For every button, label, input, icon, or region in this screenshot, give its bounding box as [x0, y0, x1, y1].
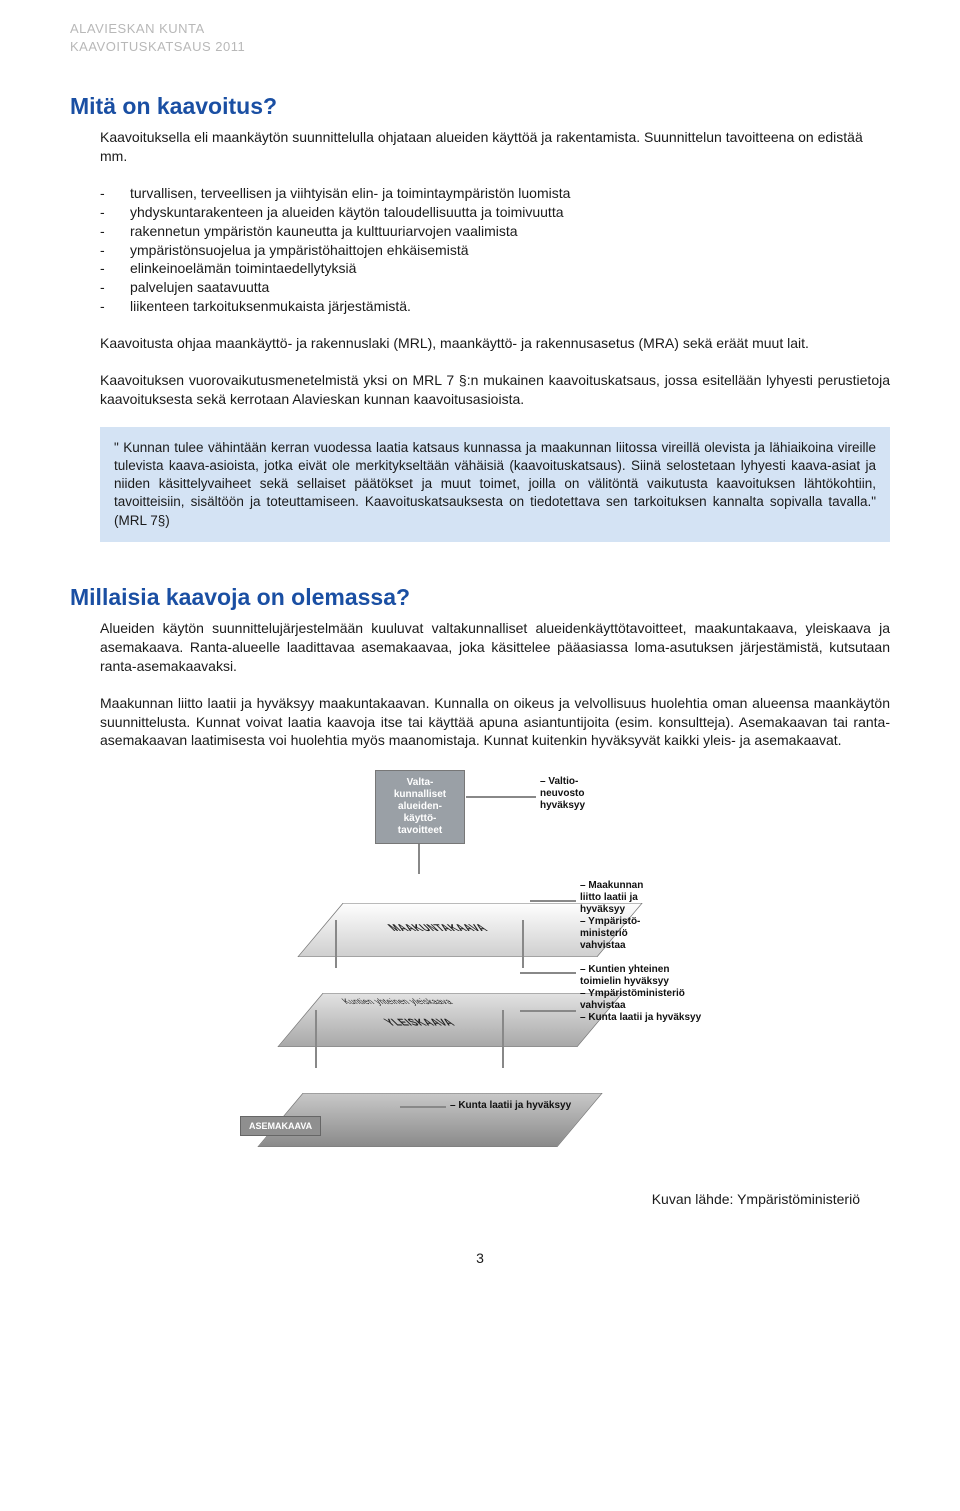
bullet-item: ympäristönsuojelua ja ympäristöhaittojen… [100, 241, 890, 260]
diagram-topbox: Valta-kunnallisetalueiden-käyttö-tavoitt… [375, 770, 465, 844]
bullet-item: rakennetun ympäristön kauneutta ja kultt… [100, 222, 890, 241]
mrl-quote-box: " Kunnan tulee vähintään kerran vuodessa… [100, 427, 890, 542]
diagram-note-top: – Valtio-neuvostohyväksyy [540, 776, 720, 812]
section2-title: Millaisia kaavoja on olemassa? [70, 582, 890, 613]
diagram-note-layer3: – Kunta laatii ja hyväksyy [450, 1100, 670, 1112]
section1-title: Mitä on kaavoitus? [70, 91, 890, 122]
header-sub: KAAVOITUSKATSAUS 2011 [70, 38, 890, 56]
bullet-item: turvallisen, terveellisen ja viihtyisän … [100, 184, 890, 203]
connector [315, 1010, 317, 1068]
diagram-caption: Kuvan lähde: Ympäristöministeriö [70, 1190, 860, 1209]
connector [530, 900, 576, 902]
connector [520, 972, 576, 974]
connector [466, 796, 536, 798]
bullet-item: palvelujen saatavuutta [100, 278, 890, 297]
section1-p2: Kaavoituksen vuorovaikutusmenetelmistä y… [100, 371, 890, 409]
connector [522, 920, 524, 968]
bullet-item: elinkeinoelämän toimintaedellytyksiä [100, 259, 890, 278]
header-org: ALAVIESKAN KUNTA [70, 20, 890, 38]
bullet-item: liikenteen tarkoituksenmukaista järjestä… [100, 297, 890, 316]
diagram-note-layer2: – Kuntien yhteinentoimielin hyväksyy– Ym… [580, 964, 760, 1024]
layer-label: YLEISKAAVA [381, 1017, 461, 1030]
layer-sublabel: Kuntien yhteinen yleiskaava [339, 998, 457, 1009]
layer-label: MAAKUNTAKAAVA [384, 922, 493, 935]
connector [502, 1010, 504, 1068]
diagram-layer-yleis: Kuntien yhteinen yleiskaava YLEISKAAVA [277, 993, 622, 1047]
bullet-item: yhdyskuntarakenteen ja alueiden käytön t… [100, 203, 890, 222]
connector [418, 844, 420, 874]
connector [400, 1106, 446, 1108]
diagram-chip-asema: ASEMAKAAVA [240, 1116, 321, 1136]
section1-bullet-list: turvallisen, terveellisen ja viihtyisän … [100, 184, 890, 316]
page-number: 3 [70, 1249, 890, 1268]
connector [520, 1010, 576, 1012]
connector [335, 920, 337, 968]
kaava-hierarchy-diagram: Valta-kunnallisetalueiden-käyttö-tavoitt… [200, 770, 760, 1170]
section1-intro: Kaavoituksella eli maankäytön suunnittel… [100, 128, 890, 166]
diagram-note-layer1: – Maakunnanliitto laatii jahyväksyy– Ymp… [580, 880, 760, 952]
section2-p1: Alueiden käytön suunnittelujärjestelmään… [100, 619, 890, 676]
section2-p2: Maakunnan liitto laatii ja hyväksyy maak… [100, 694, 890, 751]
section1-p1: Kaavoitusta ohjaa maankäyttö- ja rakennu… [100, 334, 890, 353]
